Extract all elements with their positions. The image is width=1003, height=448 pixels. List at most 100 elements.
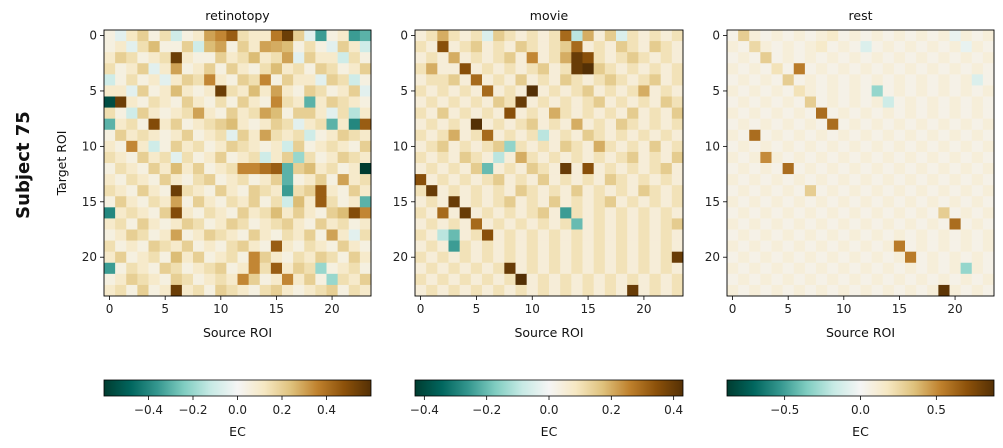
heatmap-cell [226, 129, 238, 142]
heatmap-cell [537, 218, 550, 230]
heatmap-cell [470, 174, 483, 186]
heatmap-cell [893, 185, 906, 197]
heatmap-cell [248, 41, 261, 53]
heatmap-cell [148, 85, 161, 97]
heatmap-cell [649, 284, 662, 297]
heatmap-cell [437, 41, 449, 53]
heatmap-cell [604, 74, 617, 86]
heatmap-cell [649, 251, 662, 264]
heatmap-cell [960, 74, 973, 86]
heatmap-cell [270, 96, 283, 108]
heatmap-cell [493, 30, 505, 42]
heatmap-cell [537, 52, 550, 64]
heatmap-cell [426, 52, 438, 64]
heatmap-cell [348, 41, 361, 53]
heatmap-cell [348, 284, 361, 297]
heatmap-cell [104, 63, 116, 75]
heatmap-cell [616, 229, 628, 241]
heatmap-cell [660, 251, 673, 264]
y-tick-label: 20 [82, 250, 97, 264]
heatmap-cell [871, 207, 884, 219]
heatmap-cell [804, 251, 817, 264]
heatmap-cell [571, 151, 583, 164]
heatmap-cell [193, 163, 205, 175]
heatmap-cell [949, 251, 962, 264]
heatmap-cell [627, 151, 639, 164]
heatmap-cell [804, 273, 817, 286]
heatmap-cell [893, 107, 906, 120]
heatmap-cell [459, 284, 472, 297]
heatmap-cell [982, 107, 995, 120]
heatmap-cell [949, 129, 962, 142]
heatmap-cell [181, 118, 194, 131]
heatmap-cell [549, 262, 561, 275]
heatmap-cell [159, 185, 172, 197]
heatmap-cell [604, 240, 617, 253]
heatmap-cell [660, 284, 673, 297]
heatmap-cell [771, 174, 784, 186]
heatmap-cell [971, 196, 984, 208]
heatmap-cell [248, 284, 261, 297]
heatmap-cell [549, 207, 561, 219]
heatmap-cell [470, 41, 483, 53]
heatmap-cell [437, 163, 449, 175]
heatmap-cell [304, 107, 316, 120]
heatmap-cell [126, 240, 138, 253]
heatmap-cell [315, 96, 327, 108]
heatmap-cell [871, 140, 884, 153]
heatmap-cell [804, 107, 817, 120]
heatmap-cell [493, 107, 505, 120]
heatmap-cell [359, 52, 372, 64]
heatmap-cell [849, 107, 861, 120]
heatmap-cell [170, 284, 183, 297]
heatmap-cell [304, 218, 316, 230]
heatmap-cell [860, 185, 873, 197]
heatmap-cell [760, 118, 772, 131]
heatmap-cell [927, 185, 939, 197]
heatmap-cell [237, 140, 250, 153]
heatmap-cell [738, 118, 750, 131]
heatmap-cell [616, 30, 628, 42]
heatmap-cell [971, 63, 984, 75]
x-tick-label: 15 [269, 302, 284, 316]
heatmap-cell [515, 273, 528, 286]
heatmap-cell [571, 262, 583, 275]
heatmap-cell [515, 41, 528, 53]
heatmap-cell [348, 63, 361, 75]
heatmap-cell [949, 96, 962, 108]
heatmap-cell [727, 284, 739, 297]
heatmap-cell [771, 163, 784, 175]
heatmap-cell [893, 96, 906, 108]
heatmap-cell [159, 229, 172, 241]
heatmap-cell [649, 262, 662, 275]
heatmap-cell [560, 218, 572, 230]
heatmap-cell [159, 273, 172, 286]
heatmap-cell [771, 273, 784, 286]
heatmap-cell [749, 107, 761, 120]
heatmap-cell [638, 262, 650, 275]
heatmap-cell [816, 30, 828, 42]
heatmap-cell [816, 207, 828, 219]
heatmap-cell [215, 41, 227, 53]
heatmap-cell [459, 129, 472, 142]
heatmap-cell [627, 96, 639, 108]
heatmap-cell [593, 30, 606, 42]
heatmap-cell [237, 196, 250, 208]
heatmap-cell [849, 207, 861, 219]
heatmap-cell [415, 262, 427, 275]
heatmap-cell [282, 262, 294, 275]
row-label: Subject 75 [13, 111, 34, 219]
heatmap-cell [982, 85, 995, 97]
heatmap-cell [359, 207, 372, 219]
heatmap-cell [348, 118, 361, 131]
heatmap-cell [482, 140, 494, 153]
heatmap-cell [616, 118, 628, 131]
heatmap-cell [293, 284, 305, 297]
heatmap-cell [604, 118, 617, 131]
heatmap-cell [426, 96, 438, 108]
heatmap-cell [571, 207, 583, 219]
heatmap-cell [949, 41, 962, 53]
heatmap-cell [616, 240, 628, 253]
heatmap-cell [137, 63, 149, 75]
x-tick-label: 0 [106, 302, 114, 316]
